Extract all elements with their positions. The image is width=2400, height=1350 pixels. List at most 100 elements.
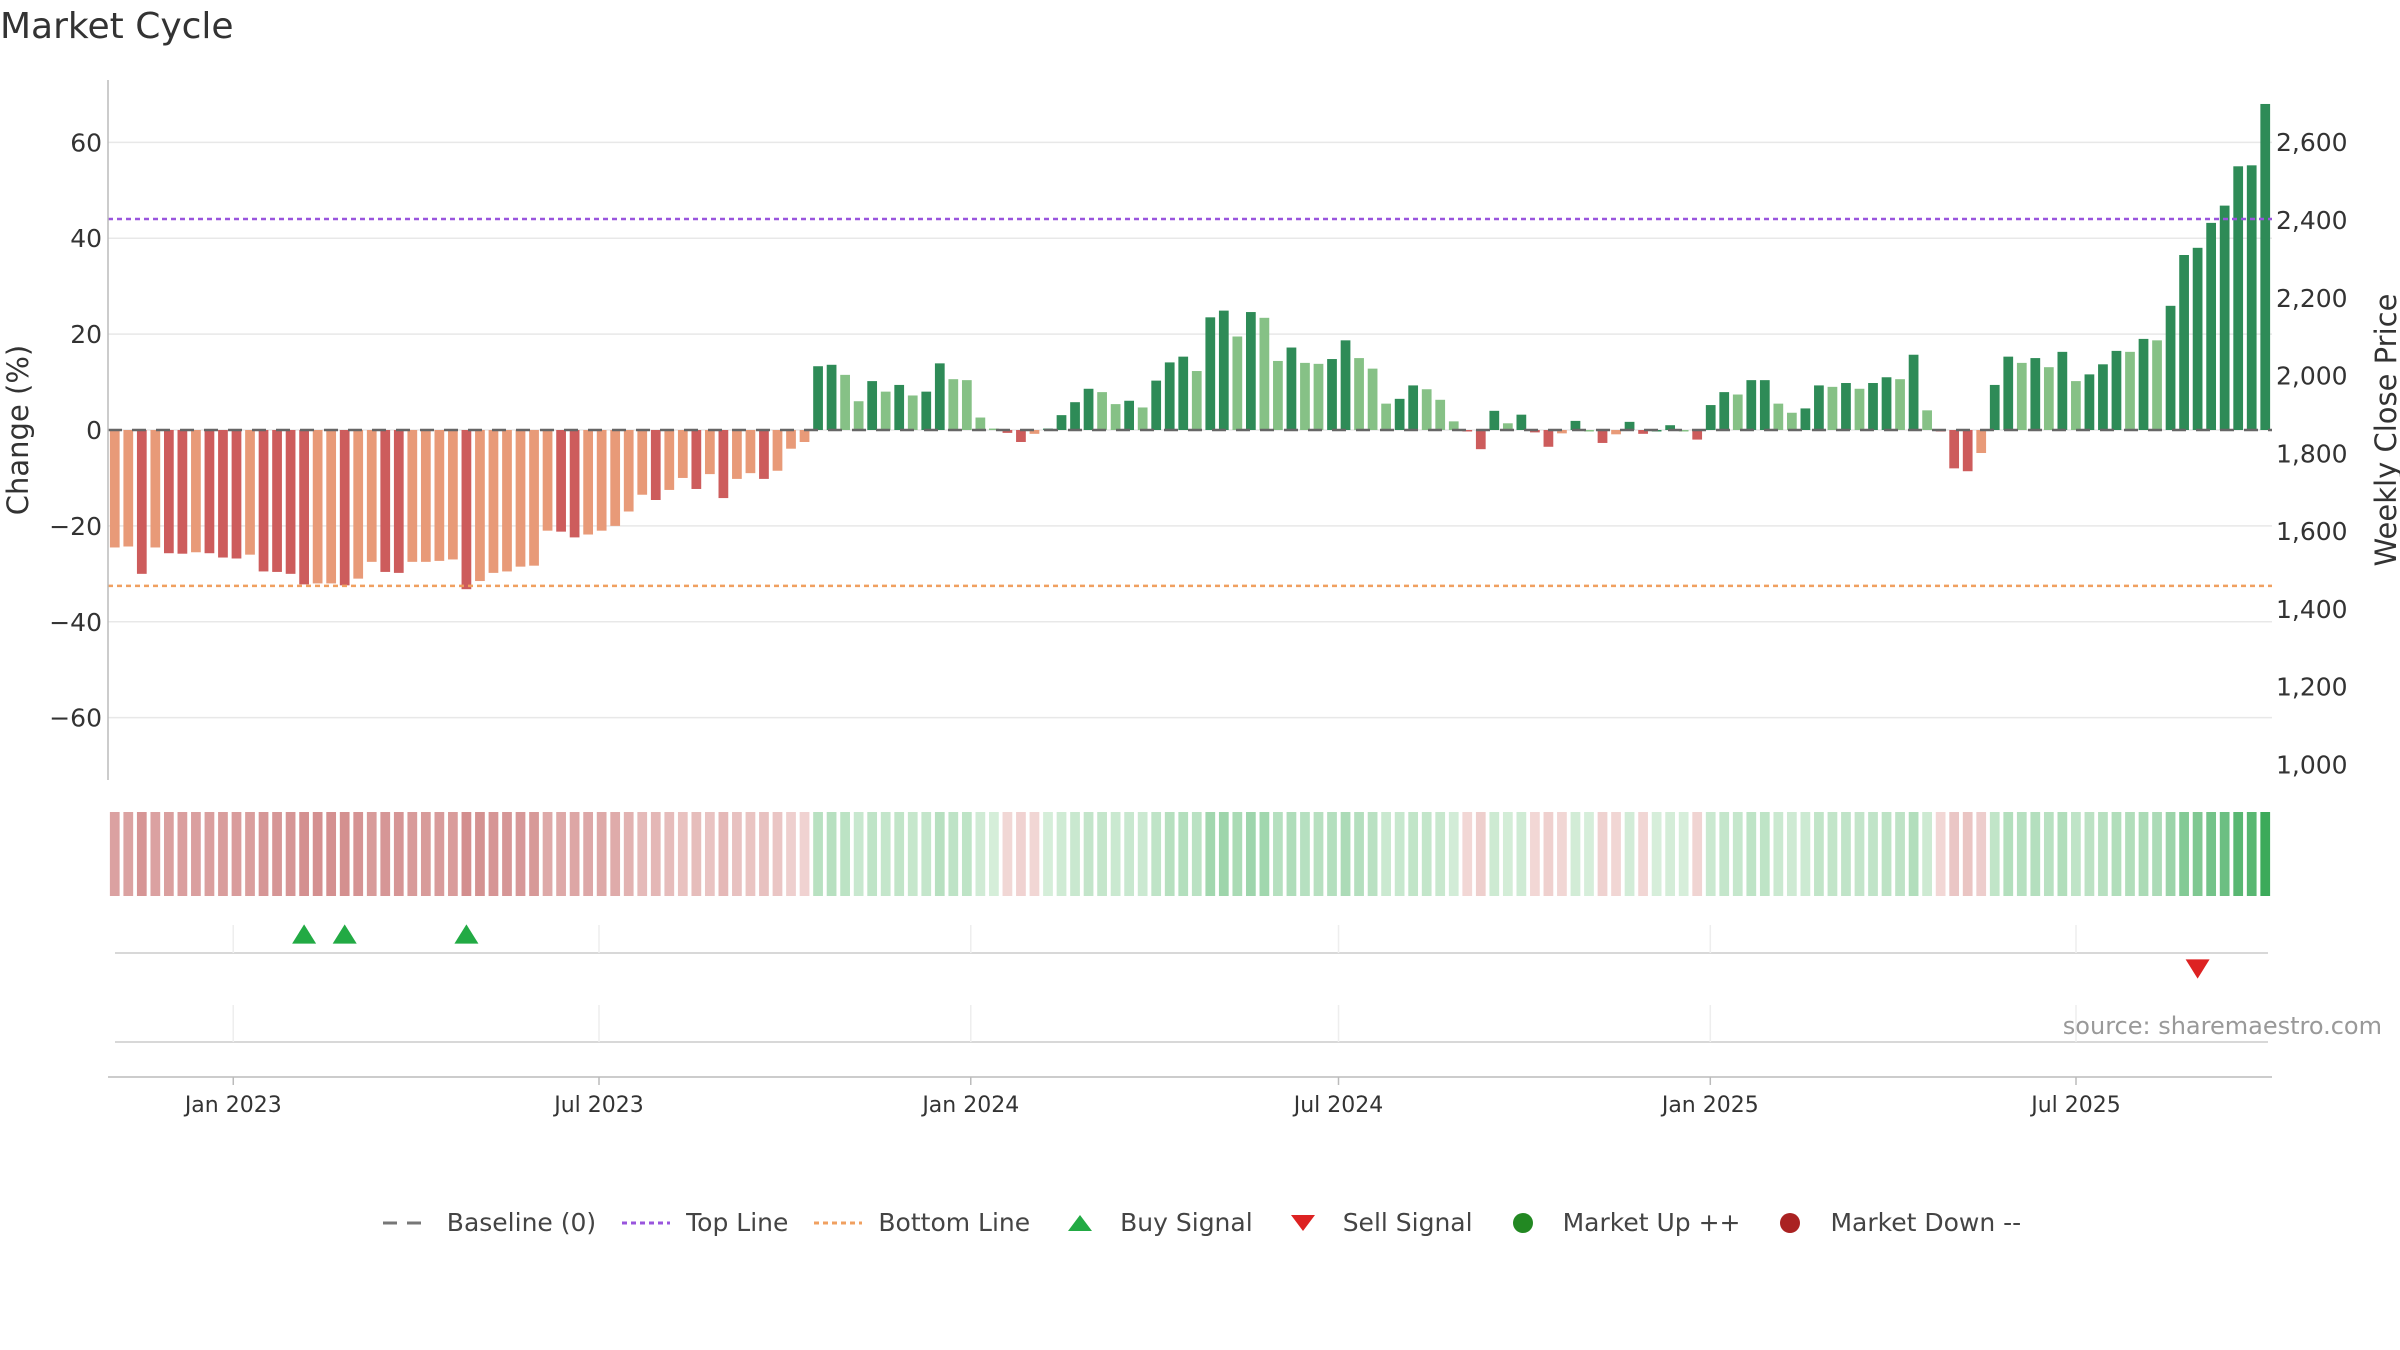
bar (312, 430, 323, 584)
strip-cell (1354, 812, 1364, 896)
strip-cell (1408, 812, 1419, 896)
bar (177, 430, 188, 554)
bar (1191, 371, 1202, 430)
y-tick-label: 40 (70, 224, 102, 253)
legend-symbol-buy (1068, 1214, 1093, 1231)
strip-cell (799, 812, 810, 896)
buy-signal-marker (292, 924, 317, 944)
strip-cell (312, 812, 323, 896)
strip-cell (245, 812, 255, 896)
bar (353, 430, 364, 579)
strip-cell (231, 812, 242, 896)
strip-cell (1110, 812, 1121, 896)
bar (1516, 414, 1527, 430)
bar (1448, 421, 1459, 430)
strip-cell (1448, 812, 1459, 896)
strip-cell (2084, 812, 2095, 896)
strip-cell (637, 812, 648, 896)
bar (1570, 420, 1581, 430)
bar (650, 430, 661, 500)
bar (163, 430, 174, 554)
strip-cell (1083, 812, 1094, 896)
strip-cell (704, 812, 715, 896)
bar (502, 430, 512, 572)
strip-cell (1421, 812, 1432, 896)
bar (1705, 405, 1716, 430)
bar (1205, 317, 1216, 430)
strip-cell (1462, 812, 1473, 896)
bar (285, 430, 296, 574)
bar (867, 381, 878, 430)
x-tick-label: Jul 2025 (2029, 1093, 2121, 1118)
strip-cell (2003, 812, 2014, 896)
bar (380, 430, 391, 572)
strip-cell (732, 812, 742, 896)
bar (556, 430, 566, 532)
legend-item-top: Top Line (618, 1208, 788, 1237)
y2-tick-label: 2,400 (2276, 206, 2348, 235)
bar (1070, 402, 1080, 430)
y-tick-label: −40 (49, 608, 102, 637)
bar (1408, 385, 1419, 430)
strip-cell (1584, 812, 1594, 896)
bar (2165, 305, 2176, 430)
strip-cell (1557, 812, 1567, 896)
strip-cell (1394, 812, 1405, 896)
strip-cell (880, 812, 891, 896)
bar (1611, 430, 1621, 435)
legend-label: Sell Signal (1342, 1208, 1473, 1237)
strip-cell (1881, 812, 1892, 896)
bar (921, 391, 932, 430)
bar (1773, 403, 1784, 430)
strip-cell (1786, 812, 1797, 896)
strip-cell (1651, 812, 1662, 896)
y2-tick-label: 1,800 (2276, 439, 2348, 468)
bar (677, 430, 688, 478)
bar (853, 401, 864, 430)
bar (1313, 363, 1324, 430)
strip-cell (961, 812, 972, 896)
strip-cell (2071, 812, 2081, 896)
bar (1083, 388, 1094, 430)
bar (1421, 389, 1432, 430)
strip-cell (1732, 812, 1743, 896)
strip-cell (623, 812, 634, 896)
bar (2219, 205, 2230, 430)
bar (136, 430, 147, 574)
strip-cell (475, 812, 485, 896)
legend-label: Top Line (686, 1208, 789, 1237)
bar (1895, 379, 1905, 430)
bar (2043, 367, 2054, 430)
bar (1827, 386, 1838, 430)
strip-cell (542, 812, 553, 896)
y2-tick-label: 1,000 (2276, 750, 2348, 779)
bar (1868, 383, 1878, 430)
bar (150, 430, 161, 548)
strip-cell (610, 812, 621, 896)
strip-cell (867, 812, 878, 896)
bar (1286, 347, 1297, 430)
strip-cell (1570, 812, 1581, 896)
bar (407, 430, 418, 562)
buy-signal-marker (454, 924, 479, 944)
bar (1273, 360, 1283, 430)
bar (2179, 255, 2189, 430)
bar (2111, 350, 2122, 430)
x-axis: Jan 2023 Jul 2023 Jan 2024 Jul 2024 Jan 2025… (108, 1076, 2272, 1118)
bar (515, 430, 526, 567)
bar (1151, 380, 1162, 430)
strip-cell (258, 812, 269, 896)
strip-cell (380, 812, 391, 896)
bar (1989, 384, 2000, 430)
bar (1435, 399, 1446, 430)
strip-cell (975, 812, 986, 896)
bar (583, 430, 594, 535)
bars (108, 103, 2272, 590)
bar (691, 430, 702, 489)
strip-cell (366, 812, 377, 896)
bar (1164, 362, 1175, 430)
strip-cell (1259, 812, 1270, 896)
bar (2125, 351, 2135, 430)
strip-cell (826, 812, 837, 896)
bar (1881, 377, 1892, 430)
